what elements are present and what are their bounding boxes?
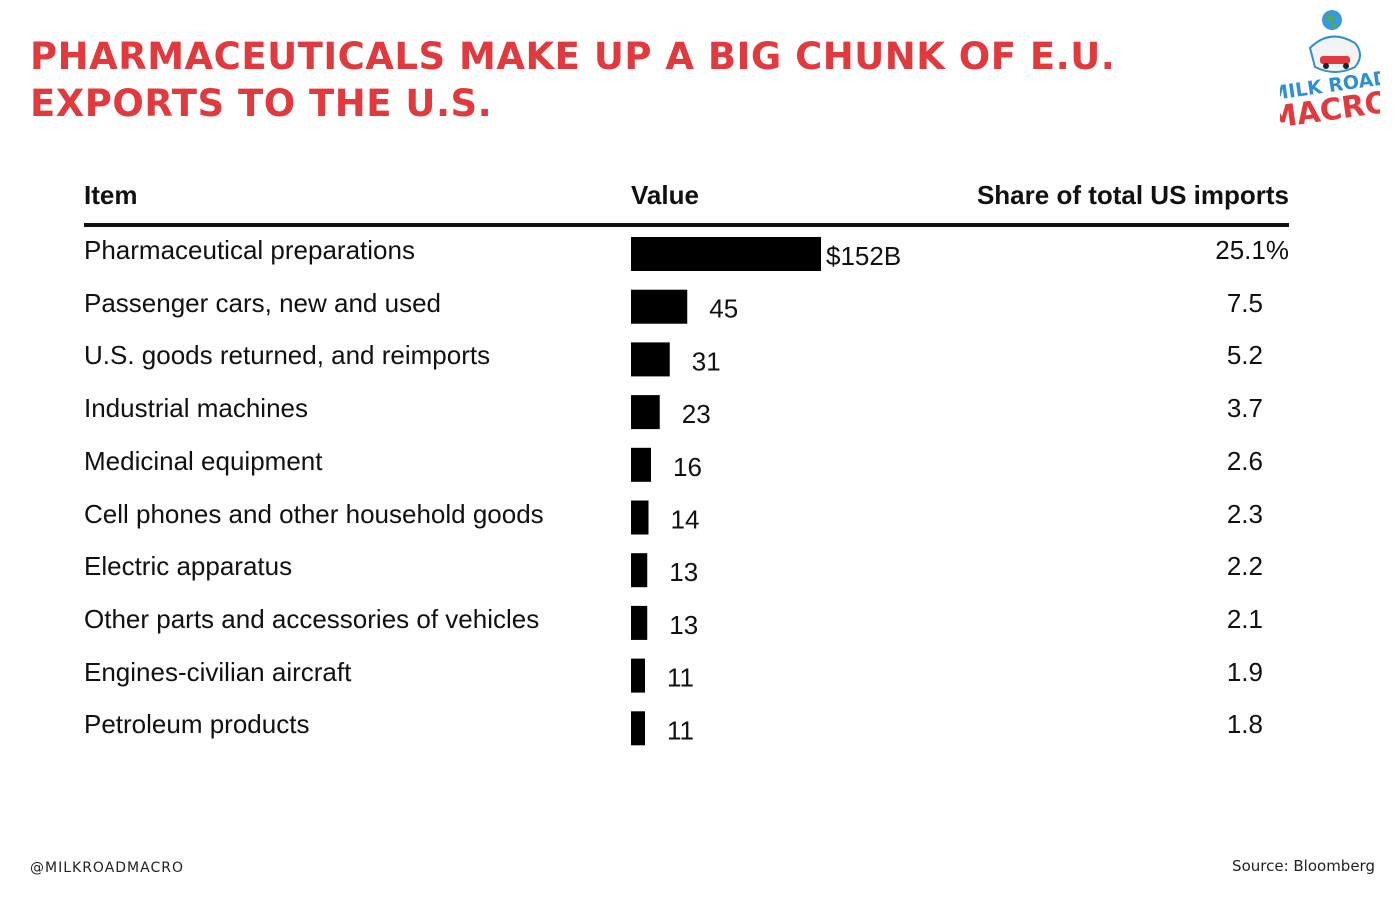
row-item-label: Engines-civilian aircraft — [84, 656, 352, 687]
bar-value-label: 45 — [709, 294, 738, 324]
social-handle: @MILKROADMACRO — [30, 860, 184, 876]
row-item-label: Cell phones and other household goods — [84, 498, 544, 529]
table-row: Passenger cars, new and used 7.5 — [84, 288, 1289, 340]
table-row: Cell phones and other household goods 2.3 — [84, 499, 1289, 551]
value-bar — [631, 447, 651, 482]
row-share-value: 1.9 — [1226, 656, 1263, 687]
table-row: Petroleum products 1.8 — [84, 709, 1289, 761]
bar-value-label: 13 — [669, 557, 698, 587]
bar-value-label: 23 — [682, 399, 711, 429]
row-share-value: 2.6 — [1226, 445, 1263, 476]
value-bar — [631, 500, 649, 535]
row-item-label: Other parts and accessories of vehicles — [84, 603, 540, 634]
header-rule — [84, 223, 1289, 227]
value-bar — [631, 342, 670, 377]
bar-value-label: 13 — [669, 610, 698, 640]
table-row: Electric apparatus 2.2 — [84, 551, 1289, 603]
row-item-label: Passenger cars, new and used — [84, 287, 441, 318]
bar-value-label: $152B — [826, 241, 901, 271]
row-item-label: Electric apparatus — [84, 551, 293, 582]
milk-road-macro-logo: MILK ROAD MACRO — [1280, 10, 1380, 130]
row-share-value: 25.1% — [1215, 235, 1289, 265]
value-bar — [631, 711, 645, 746]
row-item-label: Medicinal equipment — [84, 445, 323, 476]
row-share-value: 2.2 — [1226, 551, 1263, 582]
bar-value-label: 11 — [667, 663, 694, 693]
value-bar — [631, 237, 821, 271]
table-row: Pharmaceutical preparations 25.1% — [84, 235, 1289, 287]
table-row: Industrial machines 3.7 — [84, 393, 1289, 445]
data-table: Item Value Share of total US imports Pha… — [84, 170, 1289, 760]
row-item-label: Industrial machines — [84, 393, 308, 424]
value-bar — [631, 658, 645, 693]
row-share-value: 5.2 — [1226, 340, 1263, 371]
table-row: U.S. goods returned, and reimports 5.2 — [84, 340, 1289, 392]
table-row: Medicinal equipment 2.6 — [84, 446, 1289, 498]
row-share-value: 2.3 — [1226, 498, 1263, 529]
column-header-share: Share of total US imports — [976, 180, 1289, 210]
value-bars: $152B 45 31 23 16 14 13 13 11 11 — [631, 237, 901, 746]
bar-value-label: 31 — [692, 346, 721, 376]
source-note: Source: Bloomberg — [1232, 857, 1375, 875]
table-row: Other parts and accessories of vehicles 2… — [84, 604, 1289, 656]
row-item-label: Pharmaceutical preparations — [84, 235, 415, 265]
value-bar — [631, 605, 648, 640]
bar-value-label: 14 — [671, 505, 700, 535]
table-row: Engines-civilian aircraft 1.9 — [84, 657, 1289, 709]
row-item-label: U.S. goods returned, and reimports — [84, 340, 491, 371]
row-share-value: 2.1 — [1226, 603, 1263, 634]
value-bar — [631, 553, 648, 588]
row-share-value: 3.7 — [1226, 393, 1263, 424]
row-item-label: Petroleum products — [84, 709, 310, 740]
value-bar — [631, 395, 660, 430]
column-header-item: Item — [84, 180, 138, 210]
row-share-value: 1.8 — [1226, 709, 1263, 740]
column-header-value: Value — [631, 180, 699, 210]
row-share-value: 7.5 — [1226, 287, 1263, 318]
value-bar — [631, 289, 688, 324]
bar-value-label: 11 — [667, 715, 694, 745]
chart-title: PHARMACEUTICALS MAKE UP A BIG CHUNK OF E… — [30, 35, 1116, 125]
bar-value-label: 16 — [673, 452, 702, 482]
